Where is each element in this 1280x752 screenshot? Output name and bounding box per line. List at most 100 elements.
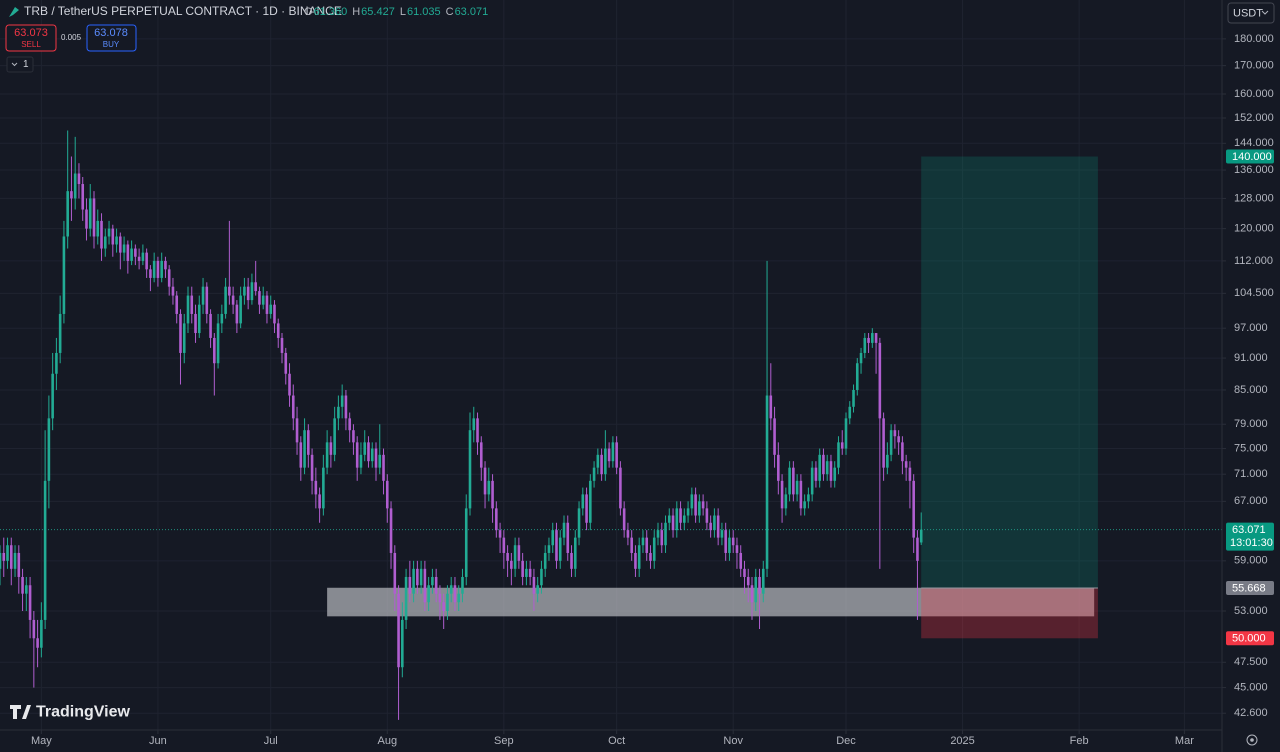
target-price-badge: [1226, 149, 1274, 164]
candle-body: [51, 373, 54, 419]
candle-body: [592, 467, 596, 481]
candle-body: [874, 333, 878, 343]
candle-body: [58, 313, 62, 353]
candle-body: [152, 260, 156, 278]
candle-body: [2, 552, 6, 561]
candle-body: [630, 537, 633, 553]
candle-body: [570, 552, 573, 569]
candle-body: [197, 304, 201, 334]
candle-body: [408, 576, 412, 594]
buy-button[interactable]: 63.078 BUY: [86, 24, 137, 52]
candle-body: [513, 545, 517, 569]
sell-button[interactable]: 63.073 SELL: [5, 24, 57, 52]
candle-body: [551, 530, 555, 546]
candle-body: [318, 494, 321, 509]
indicator-box[interactable]: [6, 56, 34, 73]
candle-body: [607, 448, 611, 462]
currency-box[interactable]: [1227, 2, 1275, 24]
candle-body: [871, 333, 874, 343]
y-tick-label: 47.500: [1234, 656, 1268, 668]
chevron-icon: [11, 62, 18, 67]
candle-body: [912, 480, 915, 538]
candle-body: [679, 508, 682, 523]
candle-body: [600, 454, 603, 475]
brand-name[interactable]: TradingView: [36, 704, 131, 721]
sell-label[interactable]: SELL: [21, 40, 41, 49]
candle-body: [182, 323, 186, 353]
y-tick-label: 97.000: [1234, 322, 1268, 334]
ohlc-values: O 61.360 H 65.427 L 61.035 C 63.071: [304, 6, 488, 18]
y-tick-label: 91.000: [1234, 352, 1268, 364]
candle-body: [457, 593, 461, 603]
sell-box[interactable]: [5, 24, 57, 52]
candle-body: [423, 568, 427, 603]
y-tick-label: 136.000: [1234, 164, 1274, 176]
candle-body: [374, 448, 378, 468]
candle-body: [893, 430, 897, 437]
candle-body: [739, 552, 743, 569]
candle-body: [216, 323, 220, 364]
candle-body: [916, 537, 919, 561]
y-tick-label: 67.000: [1234, 495, 1268, 507]
candle-body: [510, 560, 513, 569]
candle-body: [637, 545, 641, 569]
candle-body: [36, 638, 39, 648]
candle-body: [130, 248, 133, 261]
candle-body: [77, 173, 81, 185]
currency-label[interactable]: USDT: [1233, 7, 1263, 19]
candle-body: [810, 467, 814, 495]
candle-body: [656, 530, 660, 538]
candle-body: [416, 568, 419, 586]
brand-logo[interactable]: TradingView: [10, 704, 131, 721]
candle-body: [254, 282, 257, 292]
currency-selector[interactable]: USDT: [1227, 2, 1275, 24]
candle-body: [558, 537, 562, 561]
candle-body: [780, 480, 784, 509]
candle-body: [201, 286, 205, 305]
candle-body: [149, 269, 152, 278]
symbol-title[interactable]: TRB / TetherUS PERPETUAL CONTRACT · 1D ·…: [24, 4, 342, 18]
buy-box[interactable]: [86, 24, 137, 52]
x-tick-label: Sep: [494, 735, 514, 747]
candle-body: [671, 515, 675, 531]
buy-label[interactable]: BUY: [103, 40, 120, 49]
candle-body: [901, 442, 904, 462]
settings-icon[interactable]: [1246, 734, 1258, 746]
candle-body: [205, 286, 209, 314]
y-tick-label: 53.000: [1234, 605, 1268, 617]
stop-area: [921, 588, 1098, 639]
candle-body: [367, 442, 370, 462]
indicator-count[interactable]: 1: [23, 59, 29, 70]
candle-body: [694, 494, 697, 516]
candle-body: [543, 552, 547, 569]
candle-body: [250, 282, 254, 301]
candle-body: [882, 418, 885, 468]
buy-price[interactable]: 63.078: [94, 27, 128, 39]
y-tick-label: 45.000: [1234, 681, 1268, 693]
candle-body: [9, 545, 13, 569]
sell-price[interactable]: 63.073: [14, 27, 48, 39]
candle-body: [761, 568, 765, 594]
settings-button[interactable]: [1246, 734, 1258, 746]
stop-price-label: 50.000: [1232, 633, 1266, 645]
candle-body: [829, 461, 833, 481]
candle-body: [141, 252, 145, 261]
y-tick-label: 170.000: [1234, 60, 1274, 72]
candle-body: [96, 220, 100, 237]
candle-body: [750, 585, 754, 603]
candle-body: [652, 537, 656, 561]
x-tick-label: Feb: [1070, 735, 1089, 747]
candle-body: [724, 530, 727, 553]
candle-body: [446, 593, 449, 612]
candle-body: [476, 418, 479, 443]
y-tick-label: 120.000: [1234, 223, 1274, 235]
candle-body: [844, 418, 848, 449]
ohlc-key: C: [446, 6, 454, 18]
candle-body: [385, 480, 389, 509]
candle-body: [359, 454, 363, 468]
candle-body: [709, 522, 712, 531]
candle-body: [461, 576, 464, 594]
candle-body: [615, 442, 618, 468]
candle-body: [325, 442, 329, 468]
indicator-toggle[interactable]: 1: [6, 56, 34, 73]
